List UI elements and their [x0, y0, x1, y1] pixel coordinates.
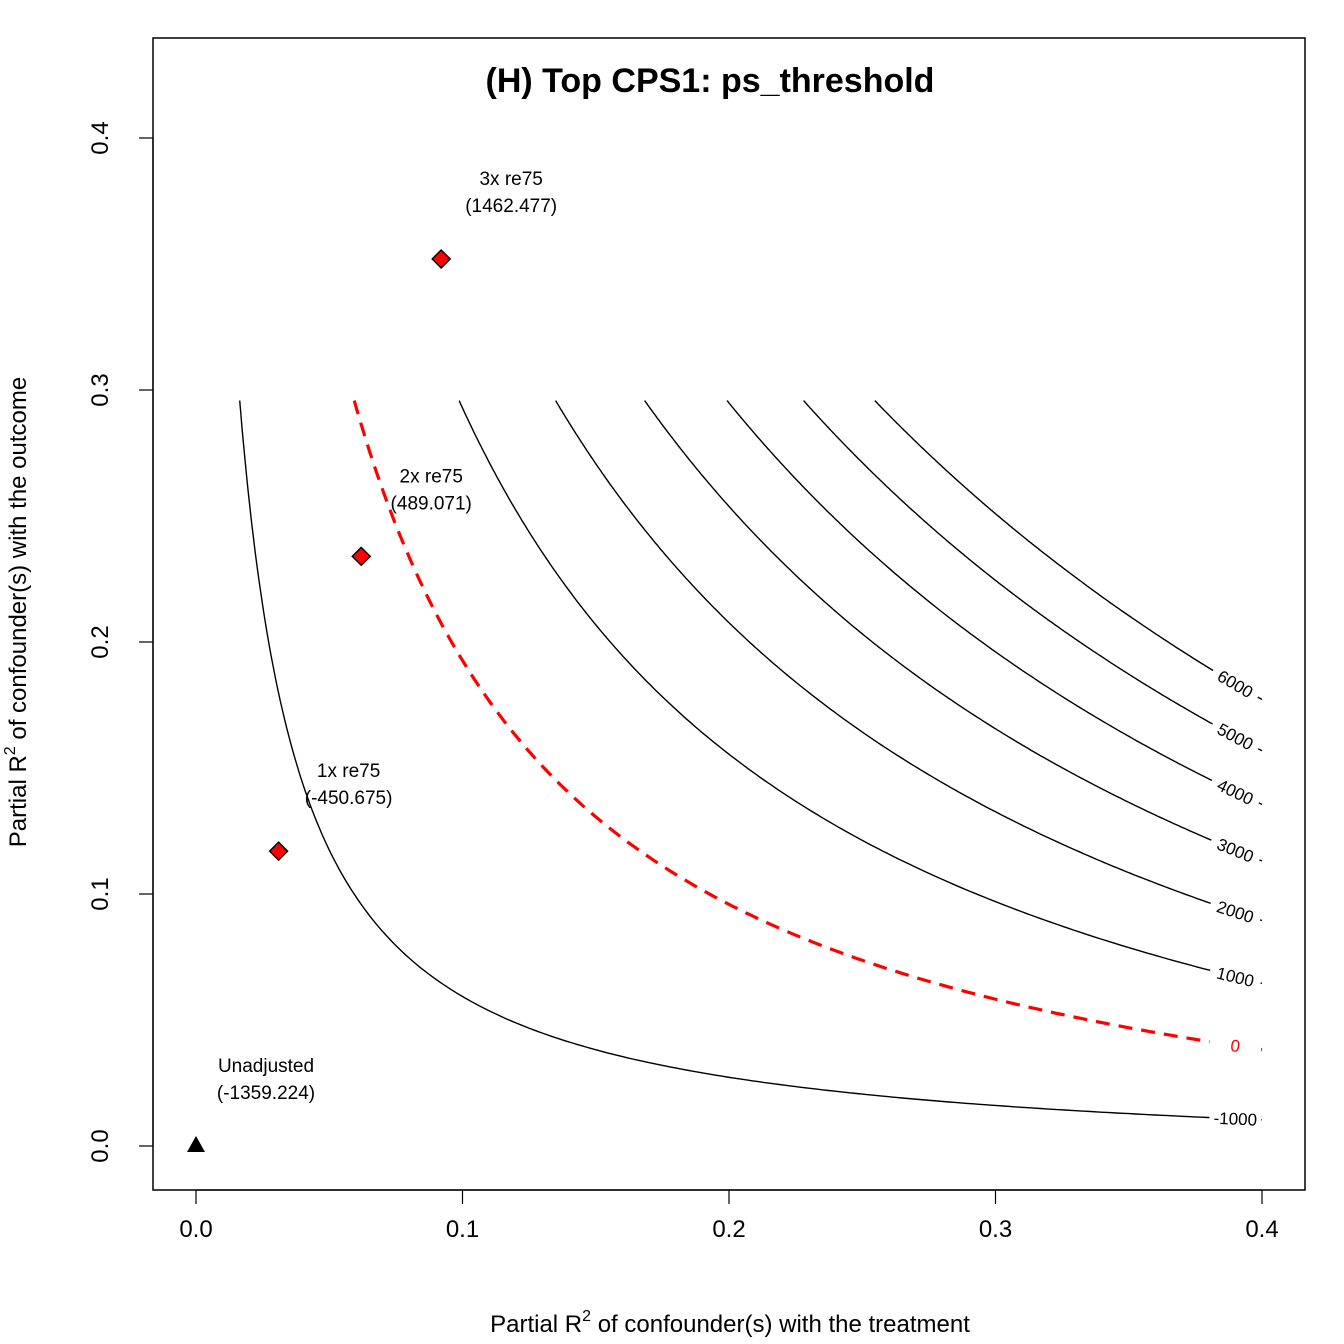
- y-tick-label: 0.4: [87, 121, 114, 154]
- point-value-label: (489.071): [391, 493, 472, 514]
- point-value-label: (1462.477): [465, 196, 557, 217]
- contour-label-background: [1207, 893, 1264, 929]
- contour-line: [874, 400, 1263, 701]
- contour-label: -1000: [1213, 1109, 1257, 1130]
- point-label: 3x re75: [479, 169, 542, 190]
- contour-label: 3000: [1214, 835, 1256, 867]
- y-tick-label: 0.3: [87, 373, 114, 406]
- x-tick-label: 0.3: [979, 1216, 1012, 1243]
- contour-label-background: [1208, 1030, 1263, 1059]
- threshold-contour-line: [352, 400, 1263, 1052]
- contour-label-background: [1208, 770, 1264, 812]
- x-axis-title-post: of confounder(s) with the treatment: [591, 1311, 970, 1338]
- y-tick-label: 0.1: [87, 877, 114, 910]
- contour-line: [803, 400, 1263, 752]
- benchmark-point-marker: [351, 546, 372, 567]
- x-axis-title-pre: Partial R: [490, 1311, 582, 1338]
- contour-line: [239, 400, 1263, 1121]
- unadjusted-point-marker: [187, 1136, 205, 1152]
- benchmark-points: Unadjusted (-1359.224) 1x re75 (-450.675) 2x…: [187, 169, 557, 1152]
- contour-line: [726, 400, 1263, 806]
- point-value-label: (-450.675): [305, 788, 393, 809]
- chart-title: (H) Top CPS1: ps_threshold: [486, 62, 935, 100]
- contour-label: 0: [1229, 1036, 1241, 1056]
- y-axis-title-pre: Partial R: [5, 755, 32, 847]
- benchmark-point-marker: [268, 841, 289, 862]
- contour-label: 1000: [1215, 964, 1256, 992]
- y-axis-title: Partial R2 of confounder(s) with the out…: [2, 377, 32, 847]
- x-tick-label: 0.4: [1245, 1216, 1278, 1243]
- benchmark-point-marker: [431, 248, 452, 269]
- point-label: 2x re75: [400, 466, 463, 487]
- point-value-label: (-1359.224): [217, 1083, 315, 1104]
- contour-line: [555, 400, 1263, 922]
- contour-label-background: [1208, 1106, 1262, 1129]
- contour-label-background: [1208, 661, 1264, 705]
- y-tick-label: 0.2: [87, 625, 114, 658]
- y-tick-label: 0.0: [87, 1129, 114, 1162]
- plot-frame: [152, 37, 1306, 1191]
- contour-label-background: [1208, 714, 1264, 757]
- x-tick-label: 0.0: [179, 1216, 212, 1243]
- contour-label-background: [1207, 959, 1264, 992]
- point-label: 1x re75: [317, 761, 380, 782]
- contour-line: [644, 400, 1263, 862]
- x-axis-title-sup: 2: [582, 1308, 591, 1325]
- y-axis-title-sup: 2: [2, 746, 19, 755]
- point-label: Unadjusted: [218, 1056, 314, 1077]
- x-tick-label: 0.1: [446, 1216, 479, 1243]
- contour-label-background: [1207, 830, 1264, 869]
- y-axis-title-post: of confounder(s) with the outcome: [5, 377, 32, 747]
- contour-label: 2000: [1214, 897, 1256, 927]
- x-tick-label: 0.2: [712, 1216, 745, 1243]
- contour-line: [458, 400, 1263, 984]
- x-axis-title: Partial R2 of confounder(s) with the tre…: [490, 1308, 970, 1338]
